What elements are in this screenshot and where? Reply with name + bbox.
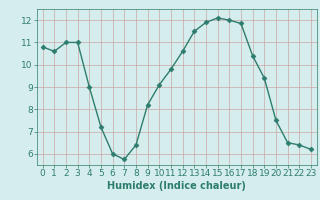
X-axis label: Humidex (Indice chaleur): Humidex (Indice chaleur): [108, 181, 246, 191]
